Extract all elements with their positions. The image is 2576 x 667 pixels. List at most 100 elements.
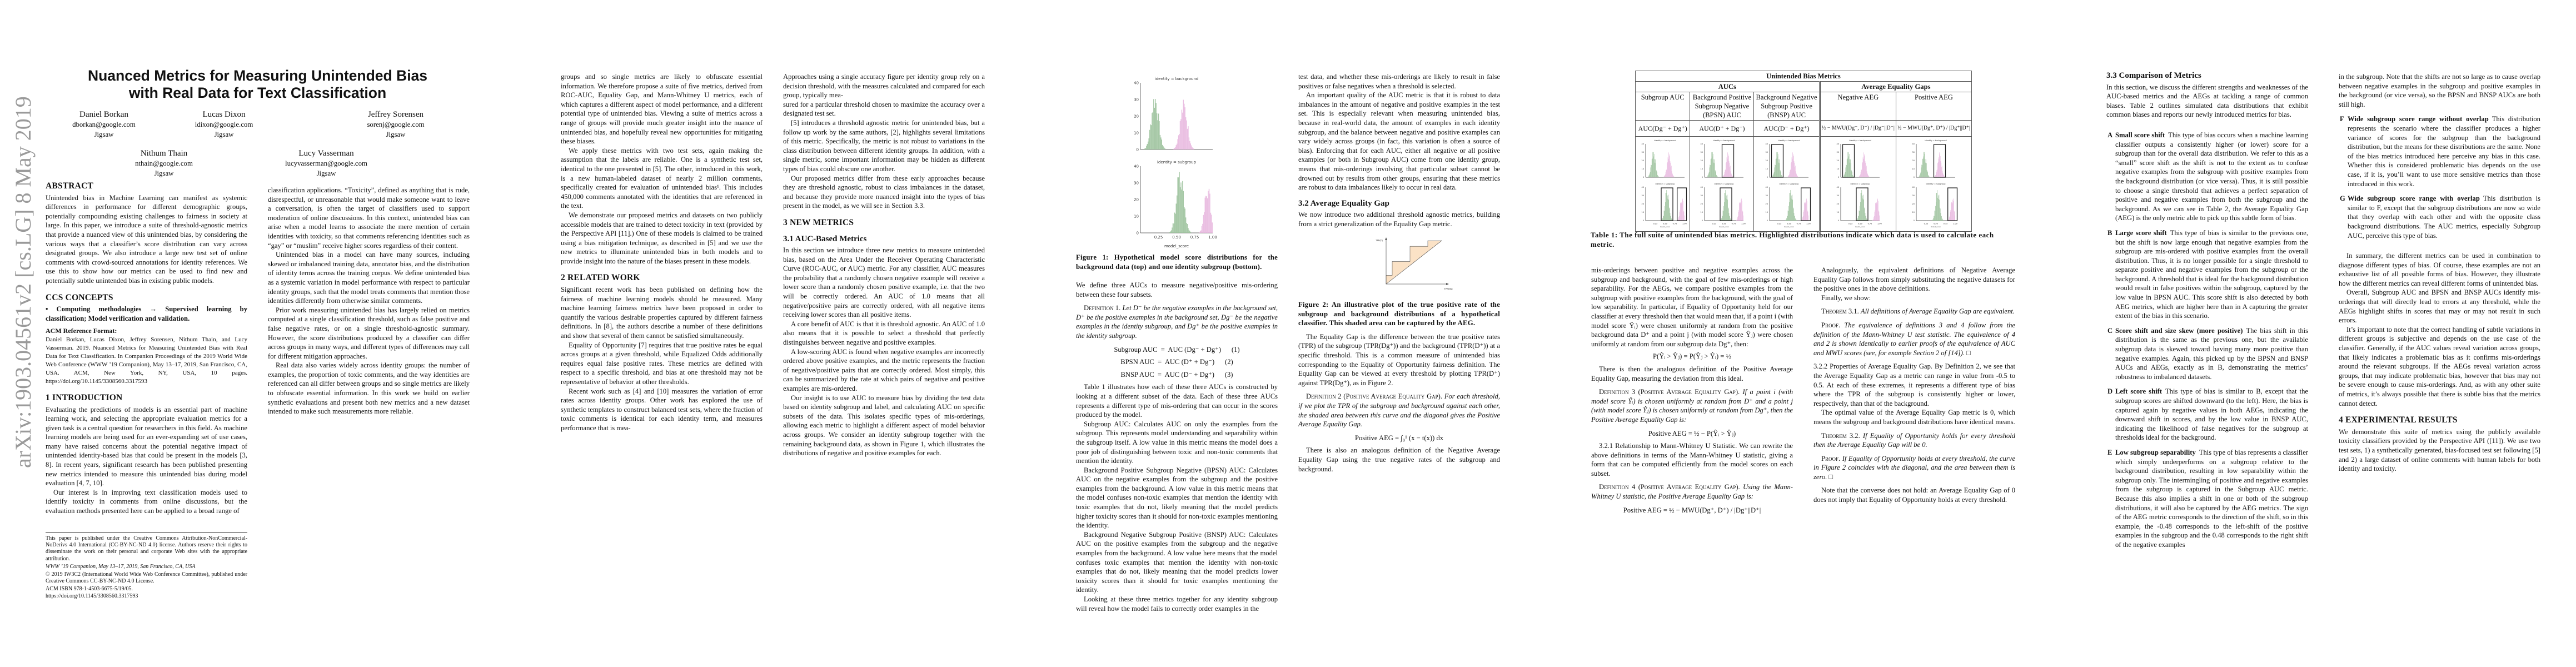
equation: BPSN AUC = AUC (D⁺ + Dg⁻) (2) [1120, 358, 1233, 366]
histogram-bar-negative [1178, 177, 1179, 233]
histogram-bar-negative [1648, 175, 1650, 177]
definition: Theorem 3.1. All definitions of Average … [1821, 307, 2015, 316]
x-tick-label: 1.00 [1806, 223, 1811, 225]
y-axis-label: TPR(D) [1376, 239, 1383, 242]
y-tick-label: 0 [1766, 176, 1767, 178]
bias-type-item: C Score shift and size skew (more positiv… [2107, 326, 2308, 381]
y-tick-label: 10 [1134, 214, 1139, 218]
histogram-bar-positive [1793, 161, 1794, 177]
x-tick-label: 0.50 [1172, 235, 1181, 240]
histogram-bar-positive [1665, 174, 1666, 177]
facet-title: identity = subgroup [1715, 183, 1735, 185]
histogram-bar-negative [1730, 216, 1731, 221]
copyright-footnote: This paper is published under the Creati… [46, 532, 247, 601]
y-tick-label: 0 [1642, 176, 1643, 178]
histogram-bar-negative [1722, 216, 1723, 221]
paragraph: In this section we introduce three new m… [783, 246, 985, 319]
equation: BNSP AUC = AUC (D⁻ + Dg⁺) (3) [1120, 370, 1233, 379]
equation: Positive AEG = ½ − P(Ŷᵢ > Ŷⱼ) [1648, 429, 1736, 437]
histogram-bar-positive [1191, 145, 1192, 150]
histogram-bar-negative [1648, 175, 1649, 177]
highlight-box [1800, 187, 1811, 221]
histogram-bar-positive [1742, 210, 1743, 221]
histogram-bar-negative [1781, 175, 1782, 177]
y-tick-label: 40 [1641, 186, 1643, 188]
x-axis-label: model_score [1719, 226, 1729, 228]
histogram-bar-negative [1147, 144, 1148, 150]
histogram-bar-positive [1937, 163, 1939, 177]
highlight-box [1856, 187, 1869, 221]
histogram-bar-negative [1665, 193, 1666, 221]
histogram-bar-negative [1715, 170, 1716, 177]
subsection-heading: 3.2 Average Equality Gap [1298, 198, 1389, 208]
histogram-bar-negative [1934, 216, 1935, 221]
histogram-bar-positive [1667, 157, 1668, 177]
histogram-bar-negative [1661, 220, 1662, 221]
histogram-bar-negative [1937, 190, 1938, 221]
paragraph: Overall, Subgroup AUC and BPSN and BNSP … [2339, 288, 2540, 325]
histogram-bar-positive [1858, 176, 1860, 177]
x-tick-label: 0.50 [1663, 223, 1667, 225]
histogram-bar-negative [1862, 198, 1864, 221]
y-tick-label: 10 [1701, 168, 1703, 170]
histogram-bar-negative [1867, 220, 1868, 221]
paragraph: Unintended bias in a model can have many… [268, 251, 470, 305]
histogram-bar-negative [1667, 198, 1668, 221]
y-tick-label: 20 [1765, 203, 1767, 205]
histogram-bar-negative [1723, 211, 1724, 221]
y-tick-label: 0 [1642, 220, 1643, 222]
paragraph: Unintended bias in Machine Learning can … [46, 193, 247, 285]
reference-format: Daniel Borkan, Lucas Dixon, Jeffrey Sore… [46, 336, 247, 385]
histogram-bar-positive [1738, 210, 1740, 221]
x-tick-label: 0.50 [1858, 223, 1862, 225]
bias-type-item: D Left score shift This type of bias is si… [2107, 387, 2308, 442]
y-tick-label: 10 [1701, 211, 1703, 213]
paragraph: Our interest is in improving text classi… [46, 488, 247, 515]
y-tick-label: 0 [1914, 220, 1915, 222]
histogram-bar-positive [1724, 174, 1725, 177]
y-tick-label: 40 [1134, 81, 1139, 85]
histogram-bar-negative [1852, 175, 1853, 177]
histogram-bar-positive [1679, 211, 1680, 221]
histogram-bar-positive [1867, 173, 1868, 177]
author: Nithum Thain nthain@google.com Jigsaw [135, 149, 193, 177]
histogram-bar-negative [1779, 163, 1780, 177]
x-axis-label: model_score [1855, 226, 1865, 228]
diagonal-line [1386, 240, 1442, 284]
histogram-bar-positive [1678, 217, 1679, 221]
histogram-bar-negative [1169, 232, 1170, 233]
x-tick-label: 0.75 [1732, 223, 1736, 225]
histogram-bar-positive [1797, 176, 1798, 177]
y-tick-label: 40 [1912, 143, 1915, 145]
facet-title: identity = subgroup [1157, 160, 1196, 165]
y-tick-label: 20 [1837, 160, 1839, 162]
highlight-box [1934, 144, 1946, 178]
histogram-bar-positive [1730, 167, 1731, 177]
histogram-bar-positive [1663, 176, 1665, 177]
x-tick-label: 0.75 [1868, 223, 1872, 225]
facet-title: identity = background [1155, 77, 1198, 81]
histogram-bar-positive [1787, 176, 1788, 177]
histogram-bar-positive [1942, 173, 1944, 177]
mini-histogram: identity = background 0 10 20 30 40 identity =… [1701, 140, 1746, 228]
x-axis-label: model_score [1784, 226, 1794, 228]
y-tick-label: 30 [1701, 151, 1703, 153]
histogram-bar-negative [1928, 175, 1929, 177]
histogram-bar-positive [1864, 154, 1865, 177]
histogram-bar-negative [1180, 182, 1182, 233]
histogram-bar-positive [1736, 220, 1737, 221]
histogram-bar-negative [1921, 167, 1922, 177]
table-formula: AUC(D⁻ + Dg⁺) [1753, 120, 1821, 137]
column-right: test data, and whether these mis-orderin… [1298, 72, 1500, 634]
paragraph: In summary, the different metrics can be… [2339, 252, 2540, 287]
histogram-bar-positive [1806, 198, 1807, 221]
histogram-bar-negative [1731, 220, 1732, 221]
histogram-bar-positive [1938, 162, 1939, 177]
histogram-bar-negative [1939, 195, 1940, 221]
histogram-bar-negative [1924, 152, 1925, 177]
histogram-bar-negative [1923, 158, 1924, 177]
paragraph: Background Negative Subgroup Positive (B… [1076, 530, 1278, 594]
facet-title: identity = subgroup [1851, 183, 1871, 185]
definition: Definition 3 (Positive Average Equality … [1591, 388, 1793, 424]
histogram-bar-positive [1189, 141, 1190, 150]
